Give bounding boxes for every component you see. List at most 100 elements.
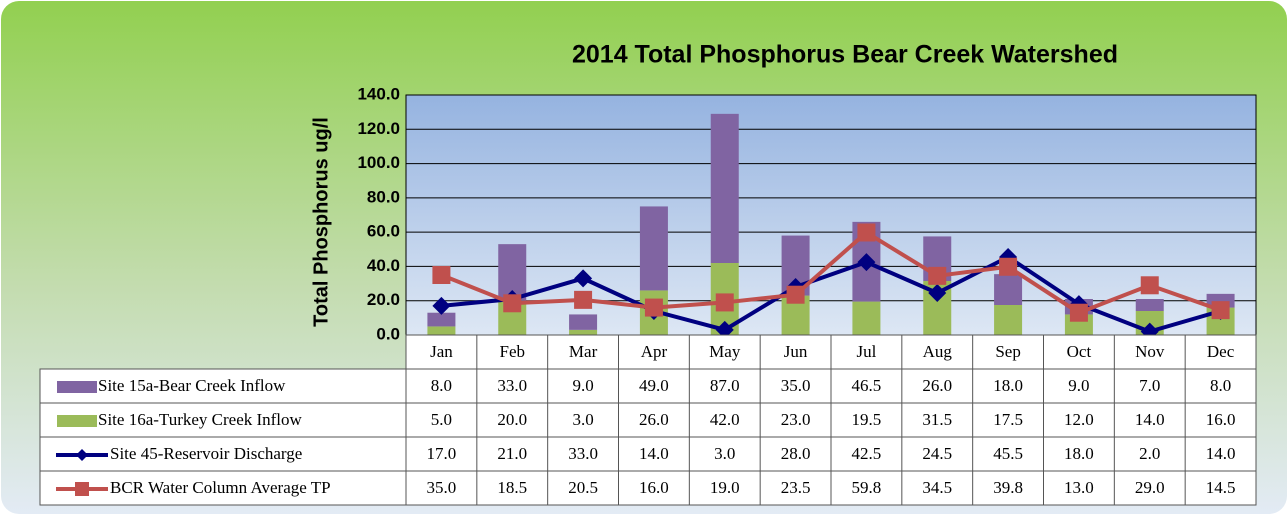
y-tick-label: 40.0 [367, 256, 400, 275]
table-value: 19.5 [852, 410, 882, 429]
table-value: 5.0 [431, 410, 452, 429]
table-value: 12.0 [1064, 410, 1094, 429]
marker [928, 266, 947, 285]
x-tick-label: Dec [1207, 342, 1235, 361]
table-value: 7.0 [1139, 376, 1160, 395]
table-value: 3.0 [572, 410, 593, 429]
bar-segment [427, 312, 456, 327]
table-value: 59.8 [852, 478, 882, 497]
bar-segment [639, 206, 668, 291]
x-tick-label: Oct [1067, 342, 1092, 361]
table-value: 21.0 [497, 444, 527, 463]
table-value: 42.5 [852, 444, 882, 463]
table-value: 14.0 [1206, 444, 1236, 463]
marker [928, 284, 947, 302]
x-tick-label: Jul [856, 342, 876, 361]
table-value: 29.0 [1135, 478, 1165, 497]
legend-label: Site 15a-Bear Creek Inflow [98, 376, 286, 395]
table-value: 28.0 [781, 444, 811, 463]
marker [1211, 301, 1230, 320]
marker [432, 266, 451, 284]
table-value: 18.0 [1064, 444, 1094, 463]
table-value: 16.0 [639, 478, 669, 497]
table-value: 49.0 [639, 376, 669, 395]
table-value: 46.5 [852, 376, 882, 395]
marker [574, 290, 593, 309]
x-tick-label: Nov [1135, 342, 1165, 361]
marker [75, 482, 89, 496]
marker [786, 285, 805, 304]
marker [432, 296, 451, 315]
bar-segment [569, 329, 598, 335]
bar-segment [994, 274, 1023, 305]
table-value: 17.0 [427, 444, 457, 463]
y-axis-label: Total Phosphorus ug/l [310, 117, 332, 327]
table-value: 23.5 [781, 478, 811, 497]
chart-title: 2014 Total Phosphorus Bear Creek Watersh… [572, 41, 1118, 69]
table-value: 87.0 [710, 376, 740, 395]
table-value: 33.0 [497, 376, 527, 395]
table-value: 26.0 [922, 376, 952, 395]
x-tick-label: Feb [500, 342, 526, 361]
x-tick-label: Sep [995, 342, 1021, 361]
bar-segment [569, 314, 598, 330]
table-value: 18.0 [993, 376, 1023, 395]
table-value: 18.5 [497, 478, 527, 497]
y-tick-label: 100.0 [357, 153, 400, 172]
table-value: 20.5 [568, 478, 598, 497]
table-value: 9.0 [1068, 376, 1089, 395]
table-value: 26.0 [639, 410, 669, 429]
table-value: 20.0 [497, 410, 527, 429]
y-tick-label: 20.0 [367, 290, 400, 309]
y-tick-label: 120.0 [357, 119, 400, 138]
legend-label: BCR Water Column Average TP [110, 478, 331, 497]
bar-segment [852, 301, 881, 335]
x-tick-label: Apr [641, 342, 668, 361]
x-tick-label: Jan [430, 342, 453, 361]
table-value: 19.0 [710, 478, 740, 497]
marker [999, 257, 1018, 276]
table-value: 34.5 [922, 478, 952, 497]
bar-segment [1135, 299, 1164, 311]
table-value: 31.5 [922, 410, 952, 429]
table-value: 3.0 [714, 444, 735, 463]
marker [1140, 276, 1159, 295]
table-value: 14.5 [1206, 478, 1236, 497]
x-tick-label: Jun [784, 342, 808, 361]
marker [715, 293, 734, 312]
legend-swatch [57, 415, 97, 427]
line [440, 230, 1222, 315]
table-value: 13.0 [1064, 478, 1094, 497]
table-value: 24.5 [922, 444, 952, 463]
marker [1069, 303, 1088, 322]
table-value: 16.0 [1206, 410, 1236, 429]
table-value: 45.5 [993, 444, 1023, 463]
marker [574, 269, 593, 288]
table-value: 33.0 [568, 444, 598, 463]
table-value: 39.8 [993, 478, 1023, 497]
marker [715, 320, 734, 339]
y-tick-label: 140.0 [357, 84, 400, 103]
table-value: 17.5 [993, 410, 1023, 429]
table-value: 23.0 [781, 410, 811, 429]
table-value: 9.0 [572, 376, 593, 395]
marker [857, 253, 876, 272]
x-tick-label: Aug [923, 342, 953, 361]
y-tick-label: 80.0 [367, 187, 400, 206]
bar-segment [427, 326, 456, 335]
plot-area [405, 94, 1257, 336]
legend-swatch [57, 381, 97, 393]
table-value: 8.0 [1210, 376, 1231, 395]
y-tick-label: 0.0 [376, 324, 400, 343]
table-value: 14.0 [1135, 410, 1165, 429]
y-tick-label: 60.0 [367, 222, 400, 241]
legend-label: Site 16a-Turkey Creek Inflow [98, 410, 303, 429]
bar-segment [994, 305, 1023, 335]
table-value: 2.0 [1139, 444, 1160, 463]
x-tick-label: Mar [569, 342, 598, 361]
table-value: 42.0 [710, 410, 740, 429]
table-value: 35.0 [781, 376, 811, 395]
x-tick-label: May [709, 342, 741, 361]
table-value: 35.0 [427, 478, 457, 497]
